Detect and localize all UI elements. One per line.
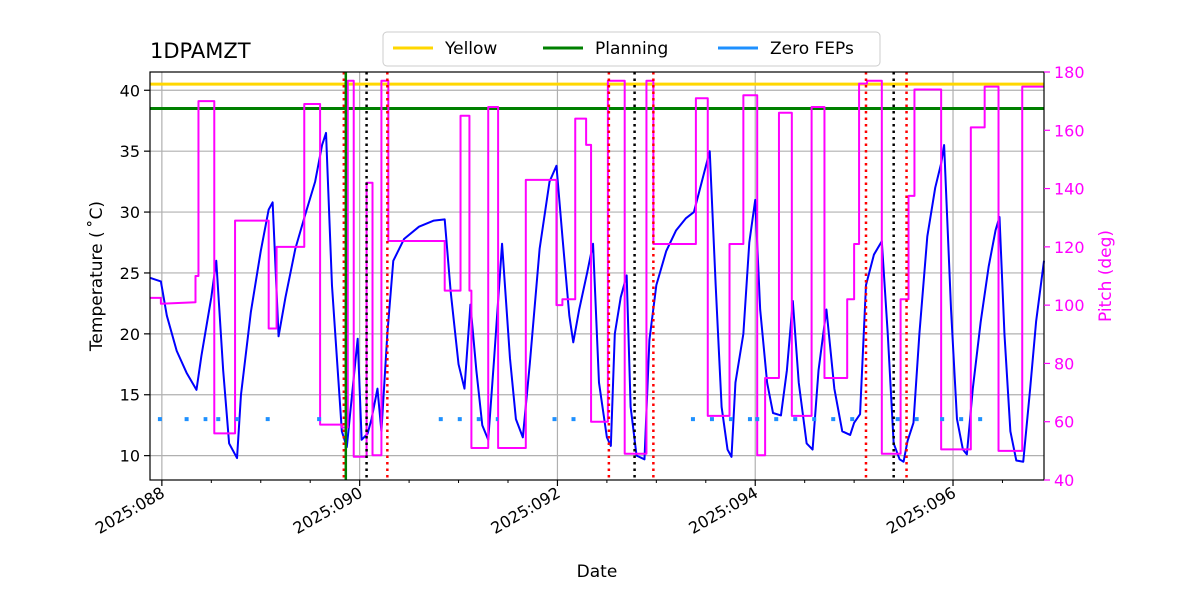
y2-tick-label-7: 180	[1054, 63, 1085, 82]
vertical-markers	[342, 72, 908, 480]
y2-tick-label-6: 160	[1054, 121, 1085, 140]
y2-tick-label-0: 40	[1054, 471, 1074, 490]
y-axis-label: Temperature ( ˚C)	[86, 201, 107, 352]
y-axis-right: 40 60 80 100 120 140 160 180	[1044, 63, 1085, 490]
y2-tick-label-4: 120	[1054, 238, 1085, 257]
y-axis-left: 10 15 20 25 30 35 40	[120, 81, 150, 466]
y-tick-label-3: 25	[120, 264, 140, 283]
legend: Yellow Planning Zero FEPs	[382, 31, 881, 67]
y2-tick-label-2: 80	[1054, 354, 1074, 373]
legend-box	[382, 31, 881, 67]
temperature-series-line	[149, 131, 1045, 463]
limit-lines	[150, 82, 1044, 111]
chart-title: 1DPAMZT	[150, 39, 251, 63]
legend-label-2: Zero FEPs	[770, 39, 854, 59]
legend-label-0: Yellow	[444, 39, 497, 59]
y2-tick-label-1: 60	[1054, 413, 1074, 432]
y-tick-label-2: 20	[120, 325, 140, 344]
y-tick-label-5: 35	[120, 142, 140, 161]
y-tick-label-1: 15	[120, 386, 140, 405]
y-tick-label-0: 10	[120, 447, 140, 466]
legend-label-1: Planning	[595, 39, 668, 59]
plot-frame	[149, 71, 1045, 481]
y2-tick-label-3: 100	[1054, 296, 1085, 315]
y2-axis-label: Pitch (deg)	[1096, 230, 1116, 322]
pitch-series-line	[150, 79, 1044, 458]
y-tick-label-4: 30	[120, 203, 140, 222]
y2-tick-label-5: 140	[1054, 180, 1085, 199]
y-tick-label-6: 40	[120, 81, 140, 100]
x-axis-label: Date	[577, 562, 618, 582]
series-layer	[149, 79, 1045, 463]
